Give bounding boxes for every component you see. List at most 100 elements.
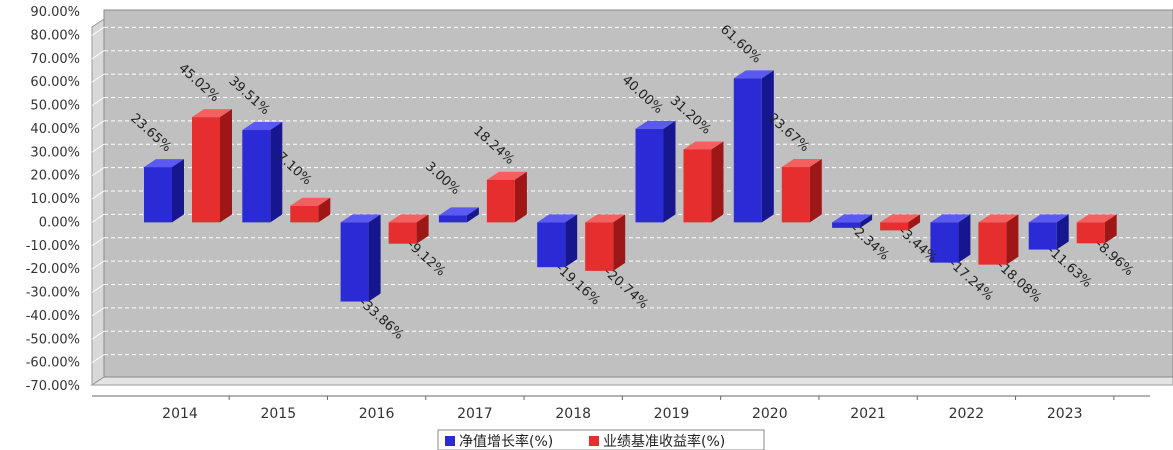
bar-top <box>537 214 578 223</box>
bar-side <box>958 214 971 263</box>
bar-side <box>908 214 921 231</box>
bar-series-1 <box>242 122 283 223</box>
gridline-wall <box>91 237 105 247</box>
bar-top <box>978 214 1019 223</box>
bar-side <box>172 159 184 223</box>
bar-top <box>290 197 331 206</box>
gridline-wall <box>91 26 105 36</box>
bars <box>144 70 1117 302</box>
bar-series-2 <box>388 214 429 244</box>
bar-series-1 <box>438 207 479 223</box>
bar-series-2 <box>683 141 724 223</box>
bar <box>585 222 614 271</box>
y-tick-label: -60.00% <box>26 356 80 371</box>
legend-label-series-1: 净值增长率(%) <box>459 433 553 450</box>
bar-side <box>663 120 676 223</box>
bar <box>290 205 319 223</box>
x-tick-label: 2014 <box>162 406 198 422</box>
bar-top <box>683 141 724 150</box>
bar-top <box>1028 214 1069 223</box>
gridline-wall <box>91 50 105 60</box>
gridline-wall <box>91 167 105 177</box>
bar-top <box>832 214 873 223</box>
gridline-wall <box>91 120 105 130</box>
floor <box>90 376 1173 386</box>
left-wall <box>91 18 105 386</box>
bar <box>388 222 417 244</box>
bar-side <box>761 70 774 223</box>
gridline-wall <box>91 260 105 270</box>
gridline-wall <box>91 354 105 364</box>
y-tick-label: 60.00% <box>30 75 80 90</box>
bar-series-2 <box>781 159 822 223</box>
bar-series-1 <box>144 159 184 223</box>
y-tick-label: 80.00% <box>30 28 80 43</box>
bar-series-1 <box>733 70 774 223</box>
y-tick-label: 70.00% <box>30 52 80 67</box>
bar-side <box>270 122 283 223</box>
bar <box>880 222 909 231</box>
y-tick-label: -20.00% <box>26 262 80 277</box>
bar-series-1 <box>832 214 873 228</box>
bar-side <box>860 214 873 228</box>
gridline-wall <box>91 73 105 83</box>
bar-top <box>1076 214 1117 223</box>
x-tick-label: 2015 <box>260 406 296 422</box>
bar-series-2 <box>1076 214 1117 244</box>
bar <box>537 222 566 268</box>
bar-series-2 <box>290 197 331 223</box>
bar-side <box>1104 214 1117 244</box>
bar-series-2 <box>192 109 232 223</box>
bar-series-1 <box>537 214 578 268</box>
bar-top <box>192 109 232 118</box>
gridline-wall <box>91 213 105 223</box>
bar <box>242 130 271 223</box>
bar <box>930 222 959 263</box>
bar-side <box>565 214 578 268</box>
y-tick-label: 20.00% <box>30 169 80 184</box>
bar-side <box>613 214 626 271</box>
bar-series-2 <box>880 214 921 231</box>
y-tick-label: 90.00% <box>30 5 80 20</box>
bar-top <box>438 207 479 216</box>
x-tick-label: 2016 <box>359 406 395 422</box>
bar-side <box>514 171 527 223</box>
bar <box>340 222 369 302</box>
bar-side <box>220 109 232 223</box>
y-tick-label: -40.00% <box>26 309 80 324</box>
bar-series-2 <box>978 214 1019 265</box>
bar <box>486 179 515 223</box>
x-tick-label: 2017 <box>457 406 493 422</box>
bar <box>1076 222 1105 244</box>
bar-top <box>635 120 676 129</box>
gridline-wall <box>91 143 105 153</box>
bar <box>733 78 762 223</box>
y-tick-label: 10.00% <box>30 192 80 207</box>
bar-side <box>1056 214 1069 250</box>
x-axis: 2014 2015 2016 2017 2018 2019 2020 2021 2022 2023 <box>162 396 1115 422</box>
y-axis: 90.00% 80.00% 70.00% 60.00% 50.00% 40.00% 30.0… <box>26 5 80 394</box>
bar-series-1 <box>340 214 381 302</box>
bar-top <box>781 159 822 168</box>
bar-side <box>711 141 724 223</box>
bar-top <box>144 159 184 168</box>
legend-swatch-series-2 <box>589 436 599 446</box>
x-tick-label: 2021 <box>850 406 886 422</box>
bar-side <box>368 214 381 302</box>
bar-top <box>585 214 626 223</box>
bar <box>192 117 220 223</box>
bar <box>438 215 467 223</box>
bar <box>1028 222 1057 250</box>
x-tick-label: 2018 <box>555 406 591 422</box>
bar-side <box>416 214 429 244</box>
y-tick-label: -70.00% <box>26 379 80 394</box>
bar <box>781 167 810 223</box>
bar-side <box>1006 214 1019 265</box>
gridline-wall <box>91 190 105 200</box>
gridline-wall <box>91 307 105 317</box>
y-tick-label: -10.00% <box>26 239 80 254</box>
bar-top <box>486 171 527 180</box>
bar-series-1 <box>930 214 971 263</box>
bar-top <box>930 214 971 223</box>
